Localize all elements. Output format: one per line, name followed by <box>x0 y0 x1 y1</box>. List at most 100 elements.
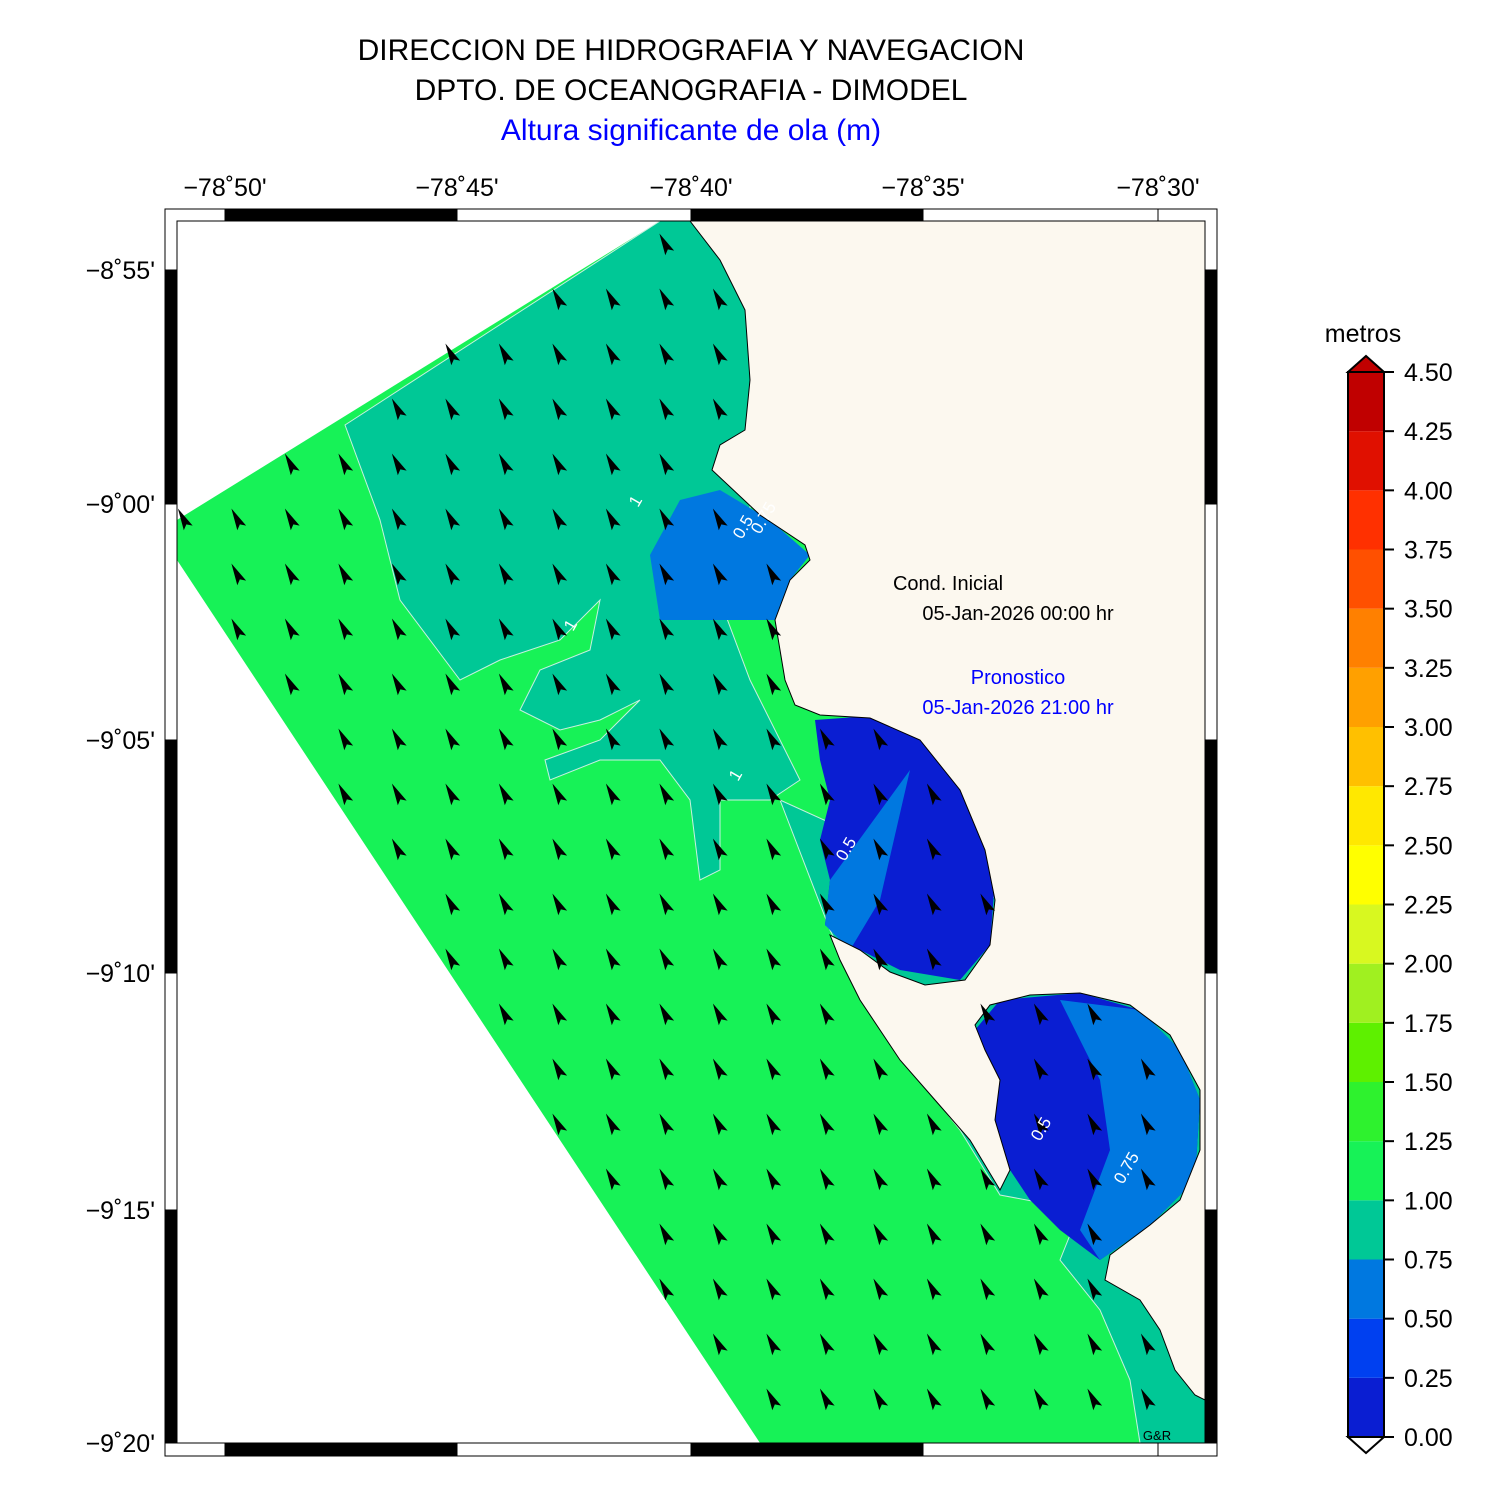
arrow <box>766 618 782 641</box>
title: DPTO. DE OCEANOGRAFIA - DIMODEL <box>415 74 968 107</box>
arrow <box>605 508 621 531</box>
annotation: Cond. Inicial <box>893 573 1003 595</box>
colorbar-tick-label: 3.50 <box>1404 596 1453 624</box>
arrow <box>552 673 568 696</box>
arrow <box>338 783 354 806</box>
frame-bar <box>922 1442 1159 1457</box>
arrow <box>766 948 782 971</box>
arrow <box>926 893 942 916</box>
arrow <box>1087 1003 1103 1026</box>
arrow <box>498 783 514 806</box>
colorbar-segment <box>1348 490 1384 550</box>
arrow <box>659 343 675 366</box>
frame-bar <box>164 739 178 974</box>
arrow <box>498 893 514 916</box>
colorbar-tick-label: 2.25 <box>1404 892 1453 920</box>
arrow <box>552 893 568 916</box>
arrow <box>1140 1058 1156 1081</box>
arrow <box>819 1058 835 1081</box>
arrow <box>819 1223 835 1246</box>
arrow <box>873 1223 889 1246</box>
arrow <box>873 1113 889 1136</box>
map: Cond. Inicial 05-Jan-2026 00:00 hr Prono… <box>164 208 1218 1457</box>
colorbar-tick-label: 0.75 <box>1404 1247 1453 1275</box>
arrow <box>1140 1113 1156 1136</box>
arrow <box>284 673 300 696</box>
arrow <box>766 1168 782 1191</box>
frame-bar <box>1204 739 1218 974</box>
arrow <box>338 508 354 531</box>
arrow <box>605 1168 621 1191</box>
arrow <box>391 618 407 641</box>
lat-tick-label: −9˚00' <box>86 491 155 519</box>
arrow <box>605 838 621 861</box>
arrow <box>605 673 621 696</box>
arrow <box>712 783 728 806</box>
arrow <box>1033 1113 1049 1136</box>
arrow <box>926 783 942 806</box>
arrow <box>712 563 728 586</box>
arrow <box>659 948 675 971</box>
region-blue <box>650 490 810 620</box>
colorbar-tick-label: 1.75 <box>1404 1010 1453 1038</box>
arrow <box>819 838 835 861</box>
arrow <box>766 1278 782 1301</box>
arrow <box>445 838 461 861</box>
arrow <box>391 728 407 751</box>
arrow <box>391 563 407 586</box>
colorbar-segment <box>1348 1082 1384 1142</box>
arrow <box>1033 1058 1049 1081</box>
arrow <box>819 783 835 806</box>
colorbar-triangle <box>1345 354 1387 373</box>
arrow <box>712 343 728 366</box>
lat-tick-label: −9˚15' <box>86 1197 155 1225</box>
arrow <box>712 288 728 311</box>
arrow <box>1087 1223 1103 1246</box>
arrow <box>980 1003 996 1026</box>
arrow <box>712 618 728 641</box>
arrow <box>552 288 568 311</box>
frame-bar <box>164 1209 178 1444</box>
arrow <box>659 1278 675 1301</box>
arrow <box>391 673 407 696</box>
arrow <box>766 1058 782 1081</box>
arrow <box>605 783 621 806</box>
lon-tick-label: −78˚35' <box>881 174 964 202</box>
arrow <box>445 783 461 806</box>
arrow <box>766 1388 782 1411</box>
credit: G&R <box>1143 1428 1171 1443</box>
arrow <box>391 838 407 861</box>
colorbar-segment <box>1348 963 1384 1023</box>
arrow <box>498 948 514 971</box>
arrow <box>819 1278 835 1301</box>
arrow <box>605 453 621 476</box>
arrow <box>819 1168 835 1191</box>
arrow <box>659 893 675 916</box>
arrow <box>766 1333 782 1356</box>
annotation: 05-Jan-2026 21:00 hr <box>922 697 1114 719</box>
arrow <box>659 838 675 861</box>
colorbar-segment <box>1348 1022 1384 1082</box>
colorbar: 0.00 0.25 0.50 0.75 1.00 1.25 1.50 1.75 2.00 2.25… <box>1345 354 1453 1455</box>
arrow <box>712 1278 728 1301</box>
colorbar-segment <box>1348 372 1384 432</box>
arrow <box>873 948 889 971</box>
frame-bar <box>164 503 178 741</box>
colorbar-tick-label: 3.75 <box>1404 537 1453 565</box>
arrow <box>231 563 247 586</box>
colorbar-tick-label: 2.00 <box>1404 951 1453 979</box>
colorbar-segment <box>1348 1377 1384 1437</box>
arrow <box>605 398 621 421</box>
colorbar-tick-label: 1.25 <box>1404 1128 1453 1156</box>
arrow <box>659 1223 675 1246</box>
colorbar-segment <box>1348 727 1384 787</box>
arrow <box>284 453 300 476</box>
arrow <box>498 838 514 861</box>
arrow <box>926 1333 942 1356</box>
title: DIRECCION DE HIDROGRAFIA Y NAVEGACION <box>358 34 1025 67</box>
lat-tick-label: −9˚10' <box>86 960 155 988</box>
arrow <box>552 508 568 531</box>
colorbar-segment <box>1348 1259 1384 1319</box>
frame-bar <box>1204 503 1218 741</box>
lat-tick-label: −9˚05' <box>86 727 155 755</box>
